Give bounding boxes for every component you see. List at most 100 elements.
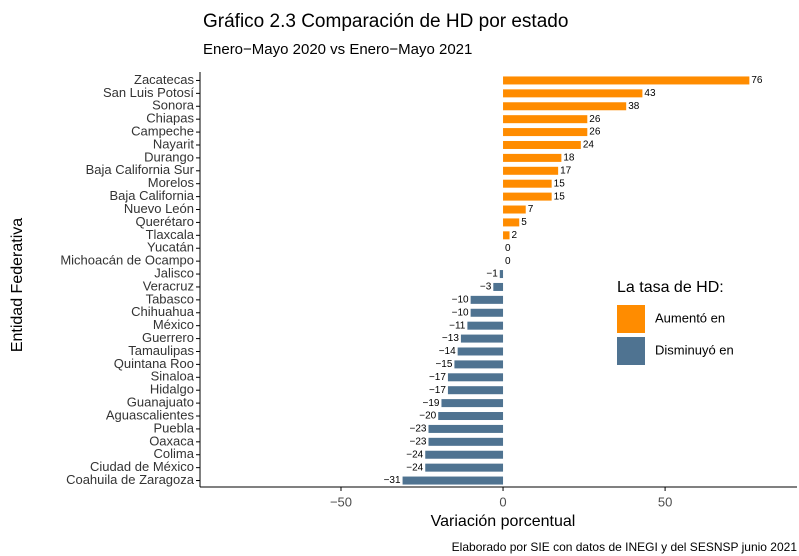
value-label: −10 — [452, 295, 469, 306]
bar — [499, 270, 504, 279]
bar — [503, 76, 750, 85]
value-label: 0 — [505, 243, 511, 254]
y-tick-label: Campeche — [131, 124, 194, 139]
bar — [441, 399, 504, 408]
value-label: −31 — [384, 475, 401, 486]
x-tick-label: 0 — [499, 494, 506, 509]
y-tick-label: Chiapas — [146, 111, 194, 126]
bar — [503, 153, 562, 162]
value-label: 15 — [554, 178, 566, 189]
y-tick-label: Guanajuato — [127, 395, 194, 410]
legend-label: Aumentó en — [655, 310, 725, 325]
value-label: 26 — [589, 127, 601, 138]
legend-swatch — [617, 337, 645, 365]
bar — [447, 386, 504, 395]
value-label: 17 — [560, 165, 572, 176]
bar — [503, 140, 581, 149]
value-label: 15 — [554, 191, 566, 202]
value-label: 43 — [644, 88, 656, 99]
y-tick-label: Oaxaca — [149, 433, 195, 448]
bar — [503, 218, 520, 227]
value-label: 24 — [583, 140, 595, 151]
chart-subtitle: Enero−Mayo 2020 vs Enero−Mayo 2021 — [203, 41, 472, 58]
y-tick-label: Colima — [154, 446, 195, 461]
value-label: −1 — [486, 269, 498, 280]
y-tick-label: Puebla — [154, 420, 195, 435]
bar — [447, 373, 504, 382]
y-tick-label: Tlaxcala — [146, 227, 195, 242]
y-tick-label: Yucatán — [147, 240, 194, 255]
bar — [402, 476, 504, 485]
bar — [470, 295, 504, 304]
value-label: −11 — [449, 320, 466, 331]
value-label: 18 — [563, 153, 575, 164]
value-label: −23 — [410, 436, 427, 447]
value-label: −14 — [439, 346, 456, 357]
caption: Elaborado por SIE con datos de INEGI y d… — [452, 540, 798, 554]
y-tick-label: Querétaro — [135, 214, 194, 229]
x-tick-label: 50 — [658, 494, 672, 509]
bar — [503, 115, 588, 124]
legend-swatch — [617, 305, 645, 333]
value-label: −17 — [429, 372, 446, 383]
bar — [425, 450, 504, 459]
x-axis-title: Variación porcentual — [431, 513, 576, 530]
value-label: −13 — [442, 333, 459, 344]
legend-title: La tasa de HD: — [617, 279, 724, 296]
value-label: −10 — [452, 307, 469, 318]
value-label: −23 — [410, 424, 427, 435]
bar — [503, 192, 552, 201]
bar — [493, 282, 504, 291]
bar — [438, 412, 504, 421]
value-label: 0 — [505, 256, 511, 267]
y-tick-label: Durango — [144, 149, 194, 164]
bar — [503, 179, 552, 188]
bar — [460, 334, 504, 343]
value-label: 5 — [521, 217, 527, 228]
value-label: 76 — [751, 75, 763, 86]
bar — [503, 166, 559, 175]
bar — [503, 205, 526, 214]
y-tick-label: Veracruz — [143, 278, 194, 293]
value-label: 26 — [589, 114, 601, 125]
y-tick-label: Tabasco — [146, 291, 194, 306]
y-tick-label: Hidalgo — [150, 382, 194, 397]
bar — [503, 231, 510, 240]
bar — [470, 308, 504, 317]
chart-title: Gráfico 2.3 Comparación de HD por estado — [203, 11, 568, 32]
value-label: −3 — [480, 282, 492, 293]
value-label: −20 — [419, 411, 436, 422]
y-tick-label: México — [153, 317, 194, 332]
y-tick-label: Coahuila de Zaragoza — [66, 472, 195, 487]
bar — [503, 89, 643, 98]
y-tick-label: Guerrero — [142, 330, 194, 345]
y-tick-label: Baja California Sur — [86, 162, 195, 177]
value-label: −19 — [422, 398, 439, 409]
y-tick-label: Sonora — [152, 98, 195, 113]
value-label: −17 — [429, 385, 446, 396]
bar — [425, 463, 504, 472]
bar — [503, 128, 588, 137]
bar — [454, 360, 504, 369]
value-label: −24 — [406, 462, 423, 473]
y-tick-label: Zacatecas — [134, 72, 194, 87]
y-axis-title: Entidad Federativa — [9, 218, 26, 352]
legend-label: Disminuyó en — [655, 342, 734, 357]
bar — [428, 424, 504, 433]
y-tick-label: Michoacán de Ocampo — [60, 253, 194, 268]
value-label: −24 — [406, 449, 423, 460]
x-tick-label: −50 — [330, 494, 352, 509]
bar — [428, 437, 504, 446]
y-tick-label: Jalisco — [154, 265, 194, 280]
y-tick-label: Tamaulipas — [128, 343, 194, 358]
value-label: 2 — [512, 230, 518, 241]
y-tick-label: Nuevo León — [124, 201, 194, 216]
y-tick-label: Quintana Roo — [114, 356, 194, 371]
bar — [457, 347, 504, 356]
y-tick-label: Baja California — [109, 188, 194, 203]
y-tick-label: Nayarit — [153, 136, 195, 151]
value-label: 7 — [528, 204, 534, 215]
y-tick-label: Chihuahua — [131, 304, 195, 319]
bar — [467, 321, 504, 330]
